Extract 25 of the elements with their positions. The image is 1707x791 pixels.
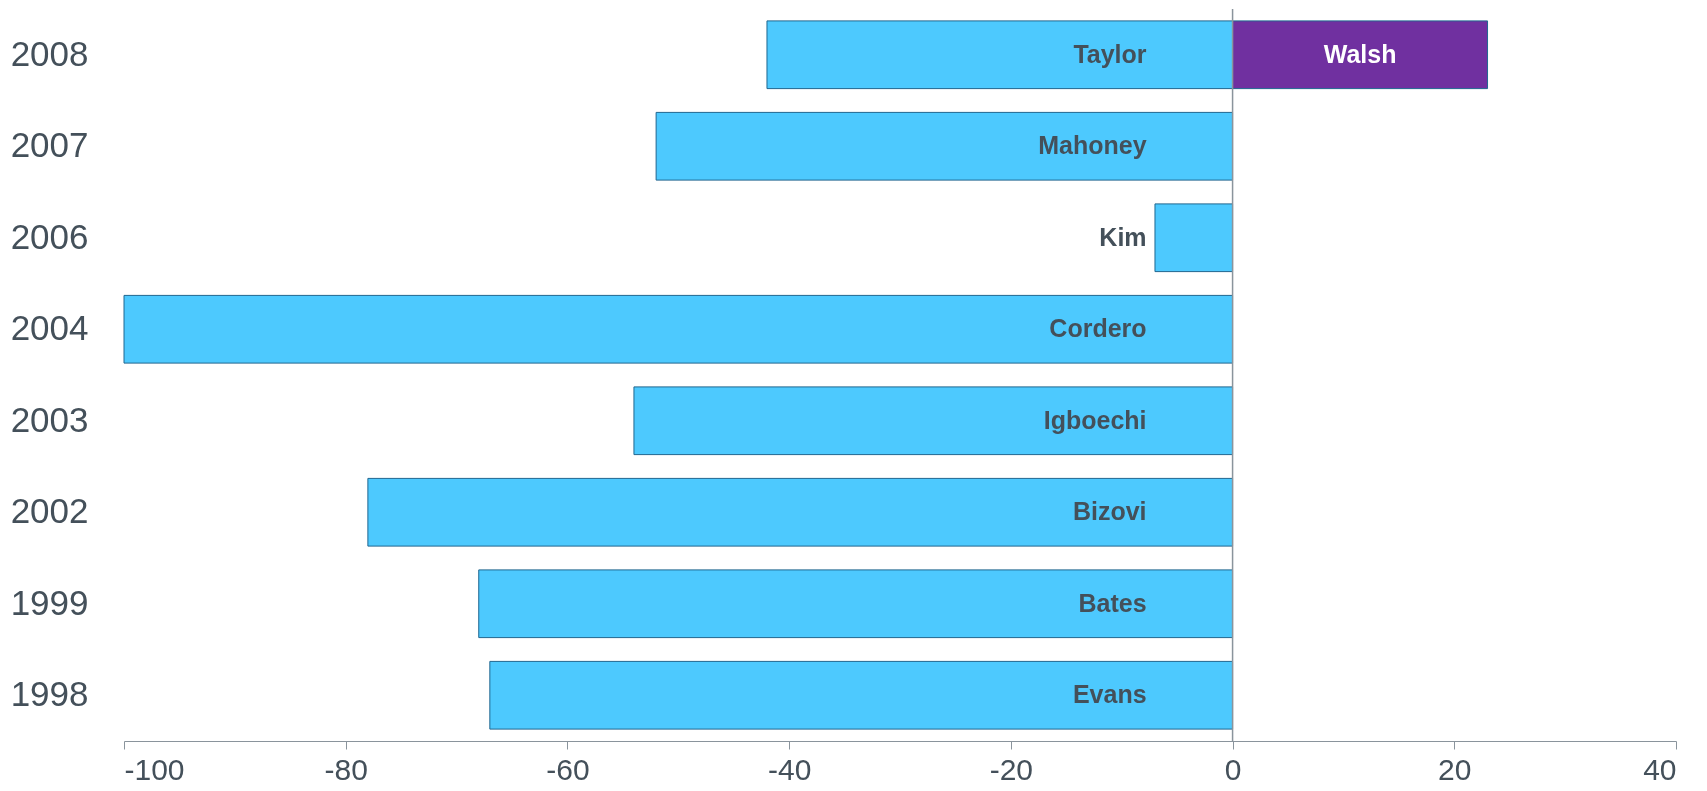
y-tick-label: 2002 [10,491,89,531]
y-tick-label: 2003 [10,399,89,439]
data-label: Taylor [1073,39,1147,68]
data-label: Cordero [1049,314,1147,343]
data-label: Walsh [1323,39,1397,68]
x-tick-label: 40 [1643,752,1677,786]
x-tick-label: -40 [767,752,812,786]
x-tick-label: 0 [1224,752,1242,786]
x-tick-label: 20 [1438,752,1472,786]
data-label: Bates [1078,588,1147,617]
y-tick-label: 1999 [10,582,89,622]
y-tick-label: 1998 [10,674,89,714]
data-label: Bizovi [1072,497,1147,526]
x-tick-label: -100 [124,752,185,786]
data-label: Kim [1099,222,1147,251]
y-tick-label: 2007 [10,125,89,165]
x-tick-label: -60 [546,752,590,786]
y-tick-label: 2006 [10,216,89,256]
y-tick-label: 2004 [10,308,89,348]
y-tick-label: 2008 [10,33,89,73]
x-tick-label: -80 [324,752,368,786]
data-label: Evans [1072,680,1147,709]
x-tick-label: -20 [989,752,1034,786]
data-label: Mahoney [1038,131,1147,160]
data-label: Igboechi [1043,405,1147,434]
